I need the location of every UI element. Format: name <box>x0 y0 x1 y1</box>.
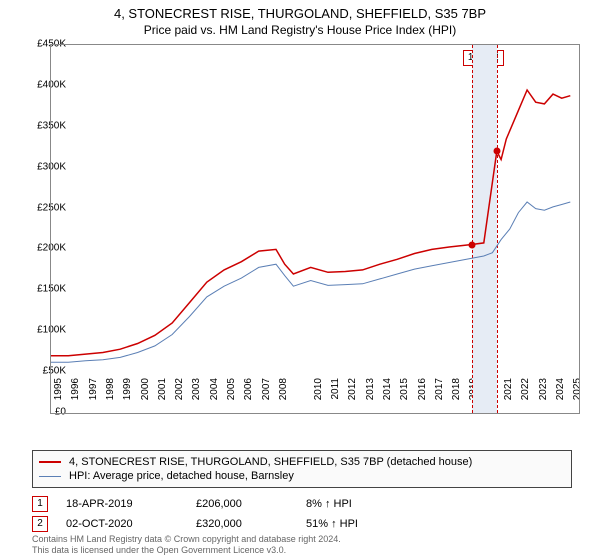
chart-plot-area <box>50 44 580 414</box>
legend-label-property: 4, STONECREST RISE, THURGOLAND, SHEFFIEL… <box>69 456 472 468</box>
sale-dot <box>468 241 475 248</box>
sale-marker-box: 2 <box>32 516 48 532</box>
sale-row: 2 02-OCT-2020£320,00051% ↑ HPI <box>32 514 416 534</box>
title-address: 4, STONECREST RISE, THURGOLAND, SHEFFIEL… <box>0 0 600 21</box>
sale-date: 02-OCT-2020 <box>66 518 196 530</box>
legend-swatch-property <box>39 461 61 463</box>
legend-label-hpi: HPI: Average price, detached house, Barn… <box>69 470 294 482</box>
sale-pct: 8% ↑ HPI <box>306 498 416 510</box>
sale-price: £320,000 <box>196 518 306 530</box>
series-property <box>51 90 570 356</box>
legend-row-property: 4, STONECREST RISE, THURGOLAND, SHEFFIEL… <box>39 455 565 469</box>
sale-date: 18-APR-2019 <box>66 498 196 510</box>
series-hpi <box>51 202 570 362</box>
title-subtitle: Price paid vs. HM Land Registry's House … <box>0 21 600 37</box>
legend: 4, STONECREST RISE, THURGOLAND, SHEFFIEL… <box>32 450 572 488</box>
sales-table: 1 18-APR-2019£206,0008% ↑ HPI 2 02-OCT-2020… <box>32 494 416 534</box>
legend-row-hpi: HPI: Average price, detached house, Barn… <box>39 469 565 483</box>
chart-container: 4, STONECREST RISE, THURGOLAND, SHEFFIEL… <box>0 0 600 560</box>
legend-swatch-hpi <box>39 476 61 477</box>
sale-row: 1 18-APR-2019£206,0008% ↑ HPI <box>32 494 416 514</box>
line-plot <box>51 45 579 413</box>
sale-pct: 51% ↑ HPI <box>306 518 416 530</box>
sale-dot <box>493 148 500 155</box>
sale-price: £206,000 <box>196 498 306 510</box>
license-text: Contains HM Land Registry data © Crown c… <box>32 534 341 556</box>
sale-marker-box: 1 <box>32 496 48 512</box>
